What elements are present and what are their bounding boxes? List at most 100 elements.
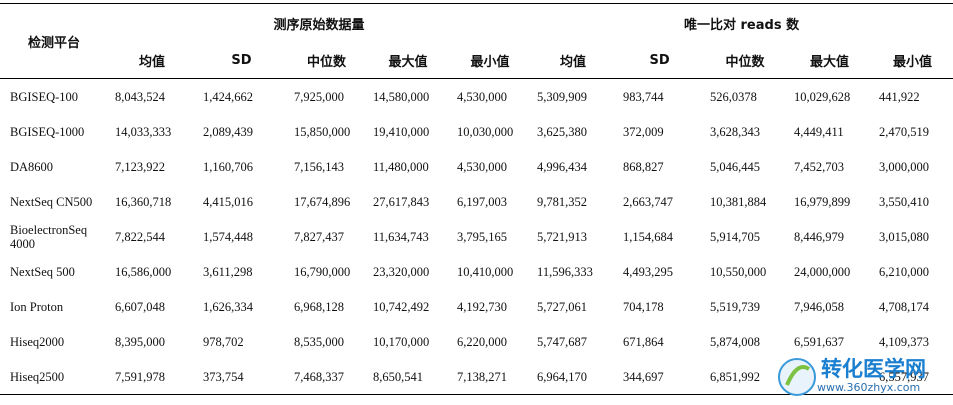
value-cell: 4,109,373 — [879, 334, 930, 349]
value-cell: 5,747,687 — [537, 334, 588, 349]
watermark-url: www.360zhyx.com — [817, 381, 921, 394]
value-cell: 1,574,448 — [203, 229, 253, 244]
value-cell: 6,964,170 — [537, 369, 588, 384]
value-cell: 17,674,896 — [294, 194, 351, 209]
value-cell: 16,790,000 — [294, 264, 351, 279]
value-cell: 5,874,008 — [710, 334, 761, 349]
value-cell: 27,617,843 — [373, 194, 430, 209]
platform-cell: BGISEQ-100 — [10, 89, 79, 104]
value-cell: 868,827 — [623, 159, 664, 174]
subheader-row: 均值 SD 中位数 最大值 最小值 均值 SD 中位数 最大值 最小值 — [0, 42, 953, 79]
table-row: Ion Proton 6,607,048 1,626,334 6,968,128 10,… — [0, 289, 953, 324]
value-cell: 4,493,295 — [623, 264, 674, 279]
value-cell: 4,708,174 — [879, 299, 930, 314]
column-header: 最大值 — [810, 54, 850, 70]
value-cell: 344,697 — [623, 369, 664, 384]
value-cell: 24,000,000 — [794, 264, 851, 279]
value-cell: 5,721,913 — [537, 229, 588, 244]
value-cell: 11,634,743 — [373, 229, 429, 244]
value-cell: 526,0378 — [710, 89, 757, 104]
value-cell: 4,530,000 — [457, 159, 507, 174]
value-cell: 10,030,000 — [457, 124, 514, 139]
value-cell: 3,000,000 — [879, 159, 930, 174]
column-header: 均值 — [560, 54, 587, 70]
platform-cell: DA8600 — [10, 159, 54, 174]
table-row: BGISEQ-1000 14,033,333 2,089,439 15,850,000… — [0, 114, 953, 149]
value-cell: 16,586,000 — [115, 264, 172, 279]
corner-header: 检测平台 — [27, 35, 80, 51]
value-cell: 16,979,899 — [794, 194, 851, 209]
column-header: 中位数 — [306, 54, 346, 70]
value-cell: 6,968,128 — [294, 299, 344, 314]
value-cell: 5,046,445 — [710, 159, 761, 174]
value-cell: 10,742,492 — [373, 299, 430, 314]
table-row: DA8600 7,123,922 1,160,706 7,156,143 11,480,… — [0, 149, 953, 184]
value-cell: 3,550,410 — [879, 194, 930, 209]
value-cell: 5,519,739 — [710, 299, 761, 314]
value-cell: 1,424,662 — [203, 89, 253, 104]
platform-cell: NextSeq 500 — [10, 264, 75, 279]
watermark-logo — [778, 358, 816, 396]
value-cell: 11,596,333 — [537, 264, 593, 279]
value-cell: 23,320,000 — [373, 264, 430, 279]
table-row: BioelectronSeq 4000 7,822,544 1,574,448 7,8… — [0, 219, 953, 254]
value-cell: 10,410,000 — [457, 264, 514, 279]
value-cell: 1,626,334 — [203, 299, 253, 314]
platform-cell: BGISEQ-1000 — [10, 124, 85, 139]
value-cell: 978,702 — [203, 334, 244, 349]
value-cell: 6,557,937 — [879, 369, 930, 384]
value-cell: 8,650,541 — [373, 369, 423, 384]
table-row: Hiseq2000 8,395,000 978,702 8,535,000 10,170… — [0, 324, 953, 359]
value-cell: 2,470,519 — [879, 124, 930, 139]
value-cell: 7,123,922 — [115, 159, 165, 174]
value-cell: 3,625,380 — [537, 124, 588, 139]
value-cell: 8,043,524 — [115, 89, 165, 104]
value-cell: 14,033,333 — [115, 124, 172, 139]
platform-cell: Hiseq2500 — [10, 369, 65, 384]
value-cell: 7,946,058 — [794, 299, 845, 314]
value-cell: 4,415,016 — [203, 194, 253, 209]
platform-cell: Ion Proton — [10, 299, 64, 314]
value-cell: 3,611,298 — [203, 264, 253, 279]
value-cell: 8,535,000 — [294, 334, 344, 349]
value-cell: 19,410,000 — [373, 124, 430, 139]
value-cell: 2,663,747 — [623, 194, 674, 209]
watermark-name: 转化医学网 — [821, 357, 926, 381]
value-cell: 6,197,003 — [457, 194, 507, 209]
value-cell: 6,220,000 — [457, 334, 507, 349]
value-cell: 4,530,000 — [457, 89, 507, 104]
column-header: 最大值 — [388, 54, 428, 70]
table-row: NextSeq 500 16,586,000 3,611,298 16,790,000… — [0, 254, 953, 289]
value-cell: 11,480,000 — [373, 159, 429, 174]
value-cell: 10,170,000 — [373, 334, 430, 349]
value-cell: 5,309,909 — [537, 89, 588, 104]
watermark: 转化医学网 www.360zhyx.com — [777, 353, 947, 401]
value-cell: 4,996,434 — [537, 159, 588, 174]
platform-cell: NextSeq CN500 — [10, 194, 93, 209]
value-cell: 2,089,439 — [203, 124, 253, 139]
data-table: 检测平台 测序原始数据量 唯一比对 reads 数均值 SD 中位数 最大值 最小值 均值 SD… — [0, 3, 953, 395]
column-header: 均值 — [138, 54, 165, 70]
platform-cell: Hiseq2000 — [10, 334, 65, 349]
column-header: 最小值 — [893, 54, 933, 70]
value-cell: 372,009 — [623, 124, 664, 139]
value-cell: 3,015,080 — [879, 229, 930, 244]
column-header: SD — [649, 52, 670, 68]
value-cell: 5,914,705 — [710, 229, 761, 244]
value-cell: 3,628,343 — [710, 124, 761, 139]
value-cell: 7,156,143 — [294, 159, 344, 174]
group-header: 唯一比对 reads 数 — [683, 17, 800, 33]
value-cell: 8,446,979 — [794, 229, 845, 244]
value-cell: 7,827,437 — [294, 229, 344, 244]
platform-cell: BioelectronSeq 4000 — [10, 222, 88, 251]
header-row: 检测平台 测序原始数据量 唯一比对 reads 数 — [0, 4, 953, 51]
value-cell: 3,795,165 — [457, 229, 507, 244]
column-header: 中位数 — [725, 54, 765, 70]
value-cell: 7,468,337 — [294, 369, 344, 384]
group-header: 测序原始数据量 — [273, 17, 365, 33]
table-row: BGISEQ-100 8,043,524 1,424,662 7,925,000 14,… — [0, 79, 953, 115]
value-cell: 5,727,061 — [537, 299, 588, 314]
value-cell: 671,864 — [623, 334, 664, 349]
value-cell: 14,580,000 — [373, 89, 430, 104]
value-cell: 7,138,271 — [457, 369, 507, 384]
